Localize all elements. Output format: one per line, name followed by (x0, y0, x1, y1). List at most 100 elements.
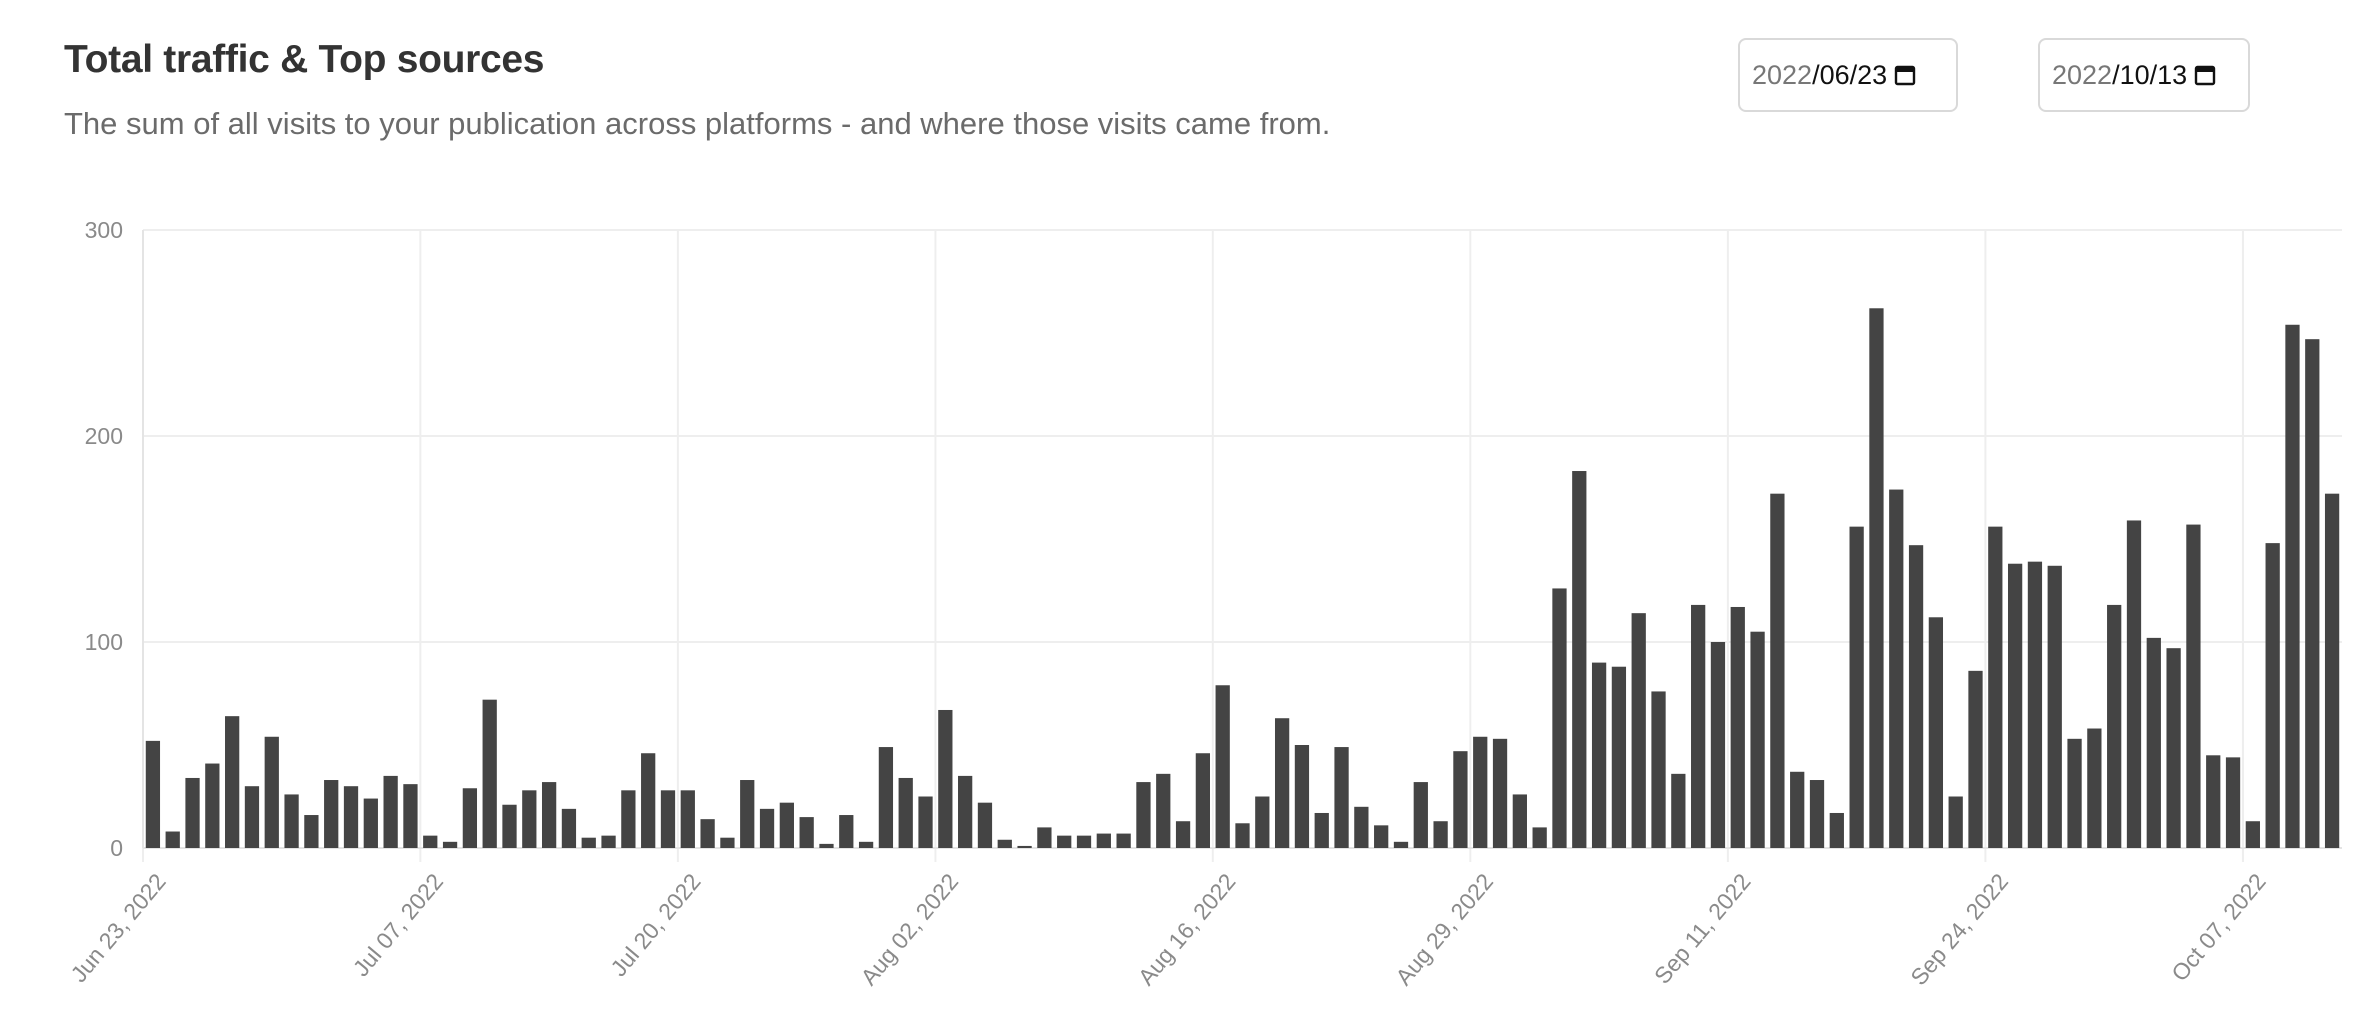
bar (2146, 637, 2161, 848)
bar (660, 790, 676, 848)
y-axis-labels: 0 100 200 300 (85, 217, 123, 861)
bar (1473, 736, 1488, 848)
bar (759, 808, 775, 848)
y-tick-label: 300 (85, 217, 123, 243)
bar (740, 780, 755, 848)
y-tick-label: 200 (85, 423, 123, 449)
bar (1274, 718, 1290, 848)
bar (304, 815, 319, 848)
bar (2305, 339, 2320, 848)
bar (2245, 821, 2260, 848)
bar (1057, 835, 1072, 848)
bar (898, 777, 913, 848)
bar (225, 716, 240, 848)
bar (977, 802, 993, 848)
x-tick-label: Aug 29, 2022 (1390, 869, 1498, 991)
chart-subtitle: The sum of all visits to your publicatio… (64, 106, 1331, 141)
bar (1849, 526, 1864, 848)
bar (1968, 670, 1983, 848)
bar (1453, 751, 1468, 848)
x-tick-label: Sep 24, 2022 (1905, 869, 2013, 991)
bar (1770, 493, 1785, 848)
bar (442, 841, 458, 848)
bar (819, 843, 834, 848)
calendar-icon[interactable] (2193, 63, 2217, 87)
start-date-value: 2022/06/23 (1752, 60, 1887, 91)
bar (1829, 812, 1844, 848)
bar (561, 808, 577, 848)
start-date-year: 2022 (1752, 59, 1813, 90)
calendar-icon[interactable] (1893, 63, 1917, 87)
bar (1492, 738, 1508, 848)
bar (1869, 308, 1884, 848)
y-tick-label: 100 (85, 629, 123, 655)
bar (541, 782, 557, 848)
bar (2107, 604, 2122, 848)
bar (1255, 796, 1270, 848)
bar (1195, 753, 1211, 848)
bar (1076, 835, 1092, 848)
bar (205, 763, 220, 848)
bar (462, 788, 478, 848)
end-date-value: 2022/10/13 (2052, 60, 2187, 91)
x-tick-label: Oct 07, 2022 (2166, 869, 2271, 987)
bar (1750, 631, 1765, 848)
bar (1413, 782, 1428, 848)
x-axis-labels: Jun 23, 2022 Jul 07, 2022 Jul 20, 2022 Aug … (65, 869, 2270, 991)
bar (958, 775, 973, 848)
bar (839, 815, 854, 848)
bar (284, 794, 299, 848)
bar (2324, 493, 2340, 848)
bar (1651, 691, 1666, 848)
bar (1037, 827, 1052, 848)
bars (145, 308, 2340, 848)
bar (403, 784, 418, 848)
x-tick-label: Jul 20, 2022 (605, 869, 705, 982)
bar (1136, 782, 1151, 848)
bar (2186, 524, 2201, 848)
x-tick-label: Sep 11, 2022 (1649, 869, 1756, 989)
bar (799, 817, 814, 848)
bar (1948, 796, 1963, 848)
start-date-input[interactable]: 2022/06/23 (1738, 38, 1958, 112)
bar (938, 709, 953, 848)
bar (1691, 604, 1706, 848)
end-date-input[interactable]: 2022/10/13 (2038, 38, 2250, 112)
bar (1710, 642, 1726, 848)
chart-title: Total traffic & Top sources (64, 38, 545, 81)
bar (1096, 833, 1111, 848)
bar (1512, 794, 1527, 848)
bar (641, 753, 656, 848)
bar (1928, 617, 1944, 848)
bar (1314, 812, 1329, 848)
bar (1294, 745, 1310, 848)
bar (264, 736, 279, 848)
bar (779, 802, 794, 848)
bar (1790, 771, 1805, 848)
bar (2126, 520, 2142, 848)
bar (1215, 685, 1230, 848)
bar (502, 804, 517, 848)
bar (1671, 773, 1686, 848)
y-tick-label: 0 (110, 835, 123, 861)
bar (1393, 841, 1409, 848)
bar (1334, 747, 1349, 848)
x-tick-label: Jun 23, 2022 (65, 869, 170, 988)
bar (601, 835, 616, 848)
bar (1532, 827, 1547, 848)
bar (1611, 666, 1627, 848)
bar (363, 798, 378, 848)
start-date-month-day: /06/23 (1812, 59, 1888, 90)
bar (1354, 806, 1369, 848)
bar (2047, 565, 2062, 848)
bar (343, 786, 359, 848)
x-tick-label: Aug 02, 2022 (855, 869, 963, 991)
bar (1889, 489, 1904, 848)
x-tick-label: Aug 16, 2022 (1133, 869, 1241, 991)
bar (1809, 780, 1825, 848)
bar (918, 796, 933, 848)
bar (1433, 821, 1448, 848)
bar (145, 740, 161, 848)
bar (1017, 845, 1032, 848)
